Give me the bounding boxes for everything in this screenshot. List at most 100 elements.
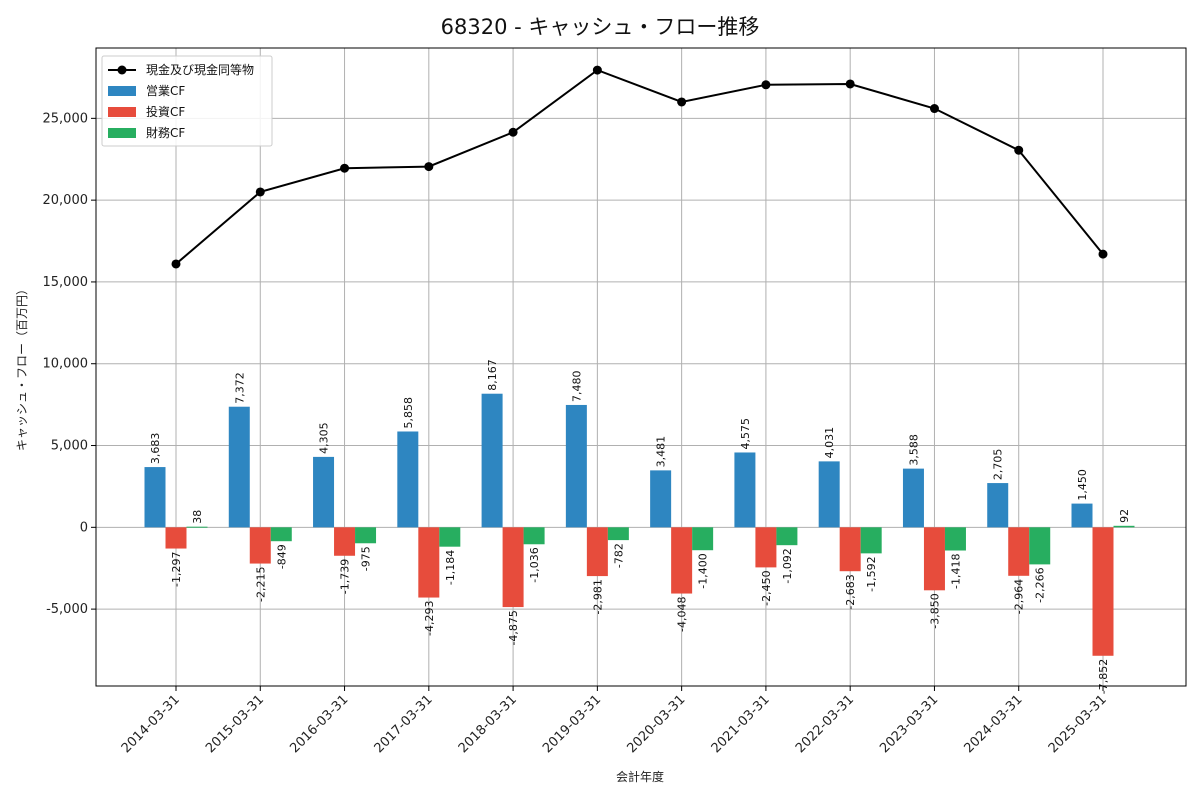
- bar-2020-03-31-operating: [650, 470, 672, 528]
- bar-2019-03-31-financing: [607, 527, 629, 541]
- cash-point: [171, 259, 181, 269]
- y-tick-label: 0: [80, 520, 88, 535]
- x-tick-label: 2017-03-31: [372, 692, 436, 756]
- bar-value-label: -1,297: [170, 552, 183, 587]
- bar-value-label: -2,981: [591, 579, 604, 614]
- bar-value-label: -2,215: [254, 567, 267, 602]
- plot-frame: [95, 47, 1187, 687]
- bar-2023-03-31-financing: [944, 527, 966, 551]
- bar-2018-03-31-operating: [481, 393, 503, 528]
- cash-point: [677, 97, 687, 107]
- legend-marker: [117, 65, 127, 75]
- bar-value-label: -2,450: [760, 570, 773, 605]
- bar-2021-03-31-operating: [734, 452, 756, 528]
- bar-value-label: -1,184: [444, 550, 457, 585]
- bar-value-label: -1,739: [339, 559, 352, 594]
- bar-2023-03-31-operating: [902, 468, 924, 528]
- bar-value-label: 1,450: [1076, 469, 1089, 501]
- legend-label: 現金及び現金同等物: [146, 62, 254, 77]
- bar-2015-03-31-financing: [270, 527, 292, 542]
- bar-value-label: 5,858: [402, 397, 415, 429]
- bar-2021-03-31-financing: [776, 527, 798, 546]
- y-axis-ticks: -5,000 0 5,000 10,000 15,000 20,000 25,000: [43, 111, 96, 617]
- bar-value-label: -975: [360, 546, 373, 571]
- bar-value-label: -4,048: [676, 597, 689, 632]
- bars-layer: [144, 393, 1135, 656]
- bar-value-label: -3,850: [928, 593, 941, 628]
- bar-2022-03-31-investing: [839, 527, 861, 572]
- x-tick-label: 2015-03-31: [203, 692, 267, 756]
- legend-bar-swatch: [108, 107, 136, 117]
- x-tick-label: 2020-03-31: [624, 692, 688, 756]
- x-axis-ticks: 2014-03-31 2015-03-31 2016-03-31 2017-03-31…: [119, 686, 1110, 756]
- bar-value-label: -2,964: [1013, 579, 1026, 614]
- bar-2016-03-31-operating: [313, 456, 335, 528]
- bar-value-label: 92: [1118, 509, 1131, 523]
- bar-value-label: -1,592: [865, 556, 878, 591]
- x-tick-label: 2019-03-31: [540, 692, 604, 756]
- bar-2020-03-31-investing: [671, 527, 693, 594]
- y-tick-label: 25,000: [43, 111, 89, 126]
- bar-2021-03-31-investing: [755, 527, 777, 568]
- x-tick-label: 2018-03-31: [456, 692, 520, 756]
- legend-bar-swatch: [108, 128, 136, 138]
- cash-point: [929, 104, 939, 114]
- bar-2025-03-31-investing: [1092, 527, 1114, 656]
- y-axis-label: キャッシュ・フロー（百万円）: [15, 283, 29, 451]
- bar-2019-03-31-investing: [586, 527, 608, 577]
- bar-2016-03-31-investing: [334, 527, 356, 556]
- x-tick-label: 2021-03-31: [709, 692, 773, 756]
- bar-2025-03-31-financing: [1113, 525, 1135, 528]
- cash-point: [255, 187, 265, 197]
- x-tick-label: 2024-03-31: [962, 692, 1026, 756]
- bar-value-label: 7,480: [570, 370, 583, 402]
- cash-point: [1098, 249, 1108, 259]
- bar-2020-03-31-financing: [692, 527, 714, 551]
- bar-2015-03-31-operating: [228, 406, 250, 528]
- bar-2019-03-31-operating: [565, 404, 587, 528]
- bar-value-label: 3,481: [655, 436, 668, 468]
- bar-2017-03-31-investing: [418, 527, 440, 598]
- bar-2014-03-31-investing: [165, 527, 187, 549]
- bar-2023-03-31-investing: [923, 527, 945, 591]
- bar-2017-03-31-financing: [439, 527, 461, 547]
- x-tick-label: 2025-03-31: [1046, 692, 1110, 756]
- x-tick-label: 2014-03-31: [119, 692, 183, 756]
- bar-value-label: 3,683: [149, 433, 162, 465]
- legend-box: [101, 55, 273, 147]
- bar-2015-03-31-investing: [249, 527, 271, 564]
- cash-point: [1014, 145, 1024, 155]
- bar-value-label: -1,092: [781, 548, 794, 583]
- bar-value-label: -782: [612, 543, 625, 568]
- x-axis-label: 会計年度: [616, 769, 664, 784]
- bar-2025-03-31-operating: [1071, 503, 1093, 528]
- bar-value-label: -4,293: [423, 601, 436, 636]
- bar-value-label: 4,305: [318, 422, 331, 454]
- bar-2022-03-31-financing: [860, 527, 882, 554]
- bar-value-label: 4,031: [823, 427, 836, 459]
- bar-2018-03-31-investing: [502, 527, 524, 608]
- bar-value-label: 3,588: [907, 434, 920, 466]
- cash-point: [761, 80, 771, 90]
- bar-value-label: 38: [191, 510, 204, 524]
- x-tick-label: 2023-03-31: [877, 692, 941, 756]
- bar-value-label: -1,418: [949, 554, 962, 589]
- cash-line: [175, 68, 1104, 265]
- x-tick-label: 2022-03-31: [793, 692, 857, 756]
- bar-value-label: -1,036: [528, 547, 541, 582]
- bar-2022-03-31-operating: [818, 461, 840, 528]
- cash-point: [845, 79, 855, 89]
- chart-title: 68320 - キャッシュ・フロー推移: [441, 15, 760, 39]
- y-tick-label: -5,000: [46, 602, 88, 617]
- bar-value-label: 4,575: [739, 418, 752, 450]
- cash-point: [340, 163, 350, 173]
- bar-2024-03-31-investing: [1008, 527, 1030, 576]
- bar-value-label: 8,167: [486, 359, 499, 391]
- value-labels-layer: 3,683 7,372 4,305 5,858 8,167 7,480 3,481 4,575…: [149, 359, 1131, 694]
- cash-point: [508, 127, 518, 137]
- bar-value-label: -1,400: [697, 553, 710, 588]
- bar-2024-03-31-financing: [1029, 527, 1051, 565]
- cash-point: [424, 162, 434, 172]
